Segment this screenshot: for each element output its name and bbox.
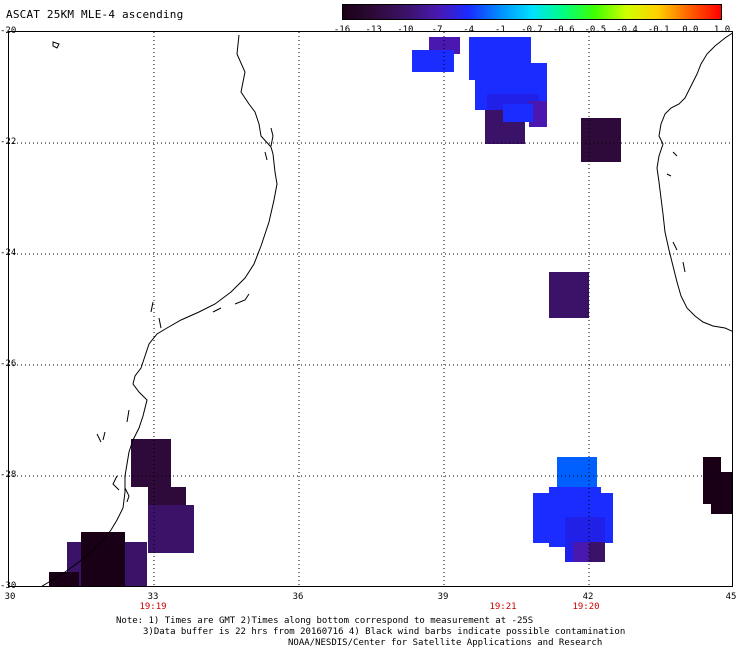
note-line-1: Note: 1) Times are GMT 2)Times along bot… [116,616,534,626]
note-line-3: NOAA/NESDIS/Center for Satellite Applica… [288,638,603,648]
data-cell [49,572,79,586]
data-cell [529,101,547,127]
coastline-africa [41,34,278,586]
colorbar-tick-label: -0.4 [616,25,638,35]
pass-time-label: 19:19 [139,602,167,612]
pass-time-label: 19:20 [572,602,600,612]
lat-label: -22 [0,137,17,147]
island [52,41,60,49]
data-cell [131,439,171,487]
coastline-detail [666,151,686,273]
map-svg [9,32,732,586]
map-plot-area[interactable] [8,31,733,587]
colorbar-tick-label: -0.6 [552,25,575,35]
data-cell [148,505,194,553]
pass-time-label: 19:21 [489,602,517,612]
colorbar-tick-label: -4 [463,25,475,35]
colorbar-tick-label: 1.0 [713,25,731,35]
lon-label: 36 [292,592,304,602]
data-cell [412,50,454,72]
coastline-detail [96,127,274,503]
lat-lon-grid [9,32,732,586]
lat-label: -20 [0,26,17,36]
colorbar-tick-label: -10 [397,25,414,35]
lon-label: 45 [725,592,737,602]
data-cell [549,272,589,318]
data-cell [581,118,621,162]
data-cell [711,472,732,514]
lon-label: 30 [4,592,16,602]
lon-label: 39 [437,592,449,602]
coastline-madagascar [656,32,732,332]
colorbar [342,4,722,20]
data-cell [503,104,533,122]
map-title: ASCAT 25KM MLE-4 ascending [6,8,184,21]
note-line-2: 3)Data buffer is 22 hrs from 20160716 4)… [143,627,626,637]
colorbar-tick-label: -0.7 [521,25,543,35]
colorbar-tick-label: -1 [494,25,506,35]
lat-label: -24 [0,248,17,258]
colorbar-tick-label: -16 [333,25,351,35]
lon-label: 42 [582,592,594,602]
lat-label: -28 [0,470,17,480]
lat-label: -30 [0,581,17,591]
colorbar-labels: -16 -13 -10 -7 -4 -1 -0.7 -0.6 -0.5 -0.4 -0.1 0.0 1.… [330,25,740,37]
data-cell [81,532,125,586]
lon-label: 33 [147,592,159,602]
data-cell [429,37,460,54]
colorbar-tick-label: -13 [365,25,382,35]
data-cells [49,37,732,586]
colorbar-tick-label: -0.1 [647,25,670,35]
data-cell [589,542,605,562]
lat-label: -26 [0,359,17,369]
colorbar-tick-label: 0.0 [682,25,699,35]
colorbar-tick-label: -7 [431,25,443,35]
colorbar-tick-label: -0.5 [584,25,607,35]
